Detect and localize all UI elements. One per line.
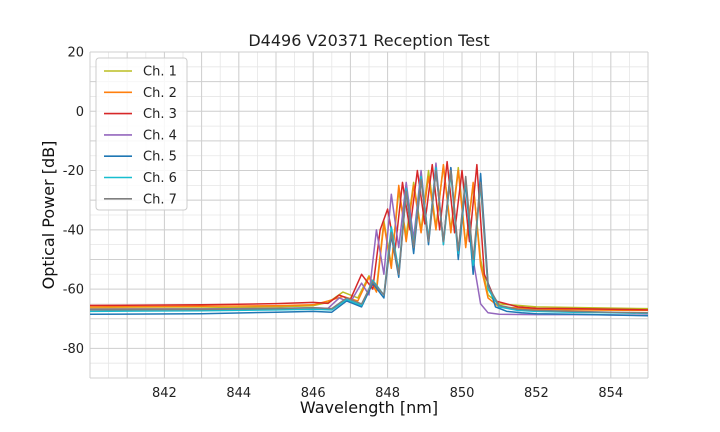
x-tick-label: 850 xyxy=(450,386,475,401)
legend-label-ch1: Ch. 1 xyxy=(143,65,177,80)
series-line-ch7 xyxy=(89,169,649,314)
x-tick-label: 846 xyxy=(301,386,326,401)
x-tick-label: 854 xyxy=(598,386,623,401)
x-tick-label: 842 xyxy=(152,386,177,401)
y-axis-title: Optical Power [dB] xyxy=(39,141,58,290)
series-group xyxy=(89,160,649,317)
legend-box xyxy=(95,57,188,211)
x-tick-labels: 842 844 846 848 850 852 854 xyxy=(152,386,623,401)
legend-label-ch7: Ch. 7 xyxy=(143,192,177,207)
series-line-ch2 xyxy=(89,163,649,312)
y-tick-label: 0 xyxy=(76,105,84,120)
x-tick-label: 852 xyxy=(524,386,549,401)
y-tick-labels: 20 0 -20 -40 -60 -80 xyxy=(63,46,84,357)
x-tick-label: 844 xyxy=(226,386,251,401)
y-tick-label: -80 xyxy=(63,342,84,357)
chart-title: D4496 V20371 Reception Test xyxy=(248,31,489,50)
y-tick-label: -40 xyxy=(63,223,84,238)
y-tick-label: -20 xyxy=(63,164,84,179)
legend: Ch. 1 Ch. 2 Ch. 3 Ch. 4 Ch. 5 Ch. 6 Ch. 7 xyxy=(95,57,188,211)
legend-label-ch2: Ch. 2 xyxy=(143,86,177,101)
series-line-ch5 xyxy=(89,166,649,317)
y-tick-label: -60 xyxy=(63,283,84,298)
legend-label-ch3: Ch. 3 xyxy=(143,107,177,122)
y-tick-label: 20 xyxy=(67,46,84,61)
x-axis-title: Wavelength [nm] xyxy=(300,398,438,417)
x-tick-label: 848 xyxy=(375,386,400,401)
legend-label-ch5: Ch. 5 xyxy=(143,150,177,165)
legend-items: Ch. 1 Ch. 2 Ch. 3 Ch. 4 Ch. 5 Ch. 6 Ch. 7 xyxy=(104,65,177,207)
legend-label-ch6: Ch. 6 xyxy=(143,171,177,186)
grid-major xyxy=(89,51,649,379)
legend-label-ch4: Ch. 4 xyxy=(143,128,177,143)
